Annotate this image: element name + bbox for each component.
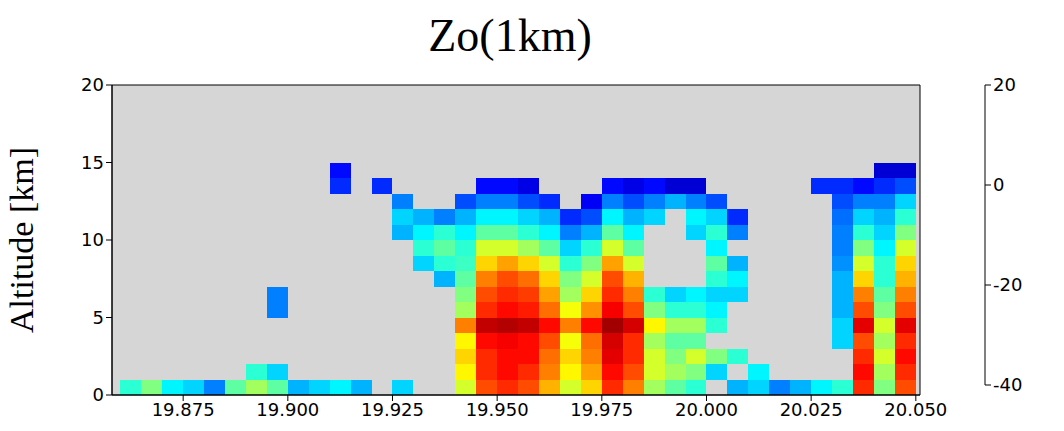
- svg-text:19.925: 19.925: [361, 399, 424, 420]
- svg-text:20: 20: [993, 75, 1016, 95]
- html-text:Zo(1km): Zo(1km): [428, 10, 592, 61]
- svg-text:19.900: 19.900: [256, 399, 319, 420]
- svg-text:19.875: 19.875: [152, 399, 215, 420]
- svg-text:15: 15: [81, 152, 104, 173]
- html-text:Altitude [km]: Altitude [km]: [3, 147, 40, 333]
- svg-text:0: 0: [93, 384, 104, 405]
- svg-text:20: 20: [81, 75, 104, 95]
- svg-text:19.975: 19.975: [570, 399, 633, 420]
- svg-text:20.050: 20.050: [884, 399, 947, 420]
- svg-text:20.025: 20.025: [780, 399, 843, 420]
- svg-text:0: 0: [993, 174, 1004, 195]
- svg-text:5: 5: [93, 307, 104, 328]
- svg-text:-20: -20: [993, 274, 1022, 295]
- svg-text:10: 10: [81, 229, 104, 250]
- svg-text:19.950: 19.950: [466, 399, 529, 420]
- svg-text:-40: -40: [993, 374, 1022, 395]
- svg-text:20.000: 20.000: [675, 399, 738, 420]
